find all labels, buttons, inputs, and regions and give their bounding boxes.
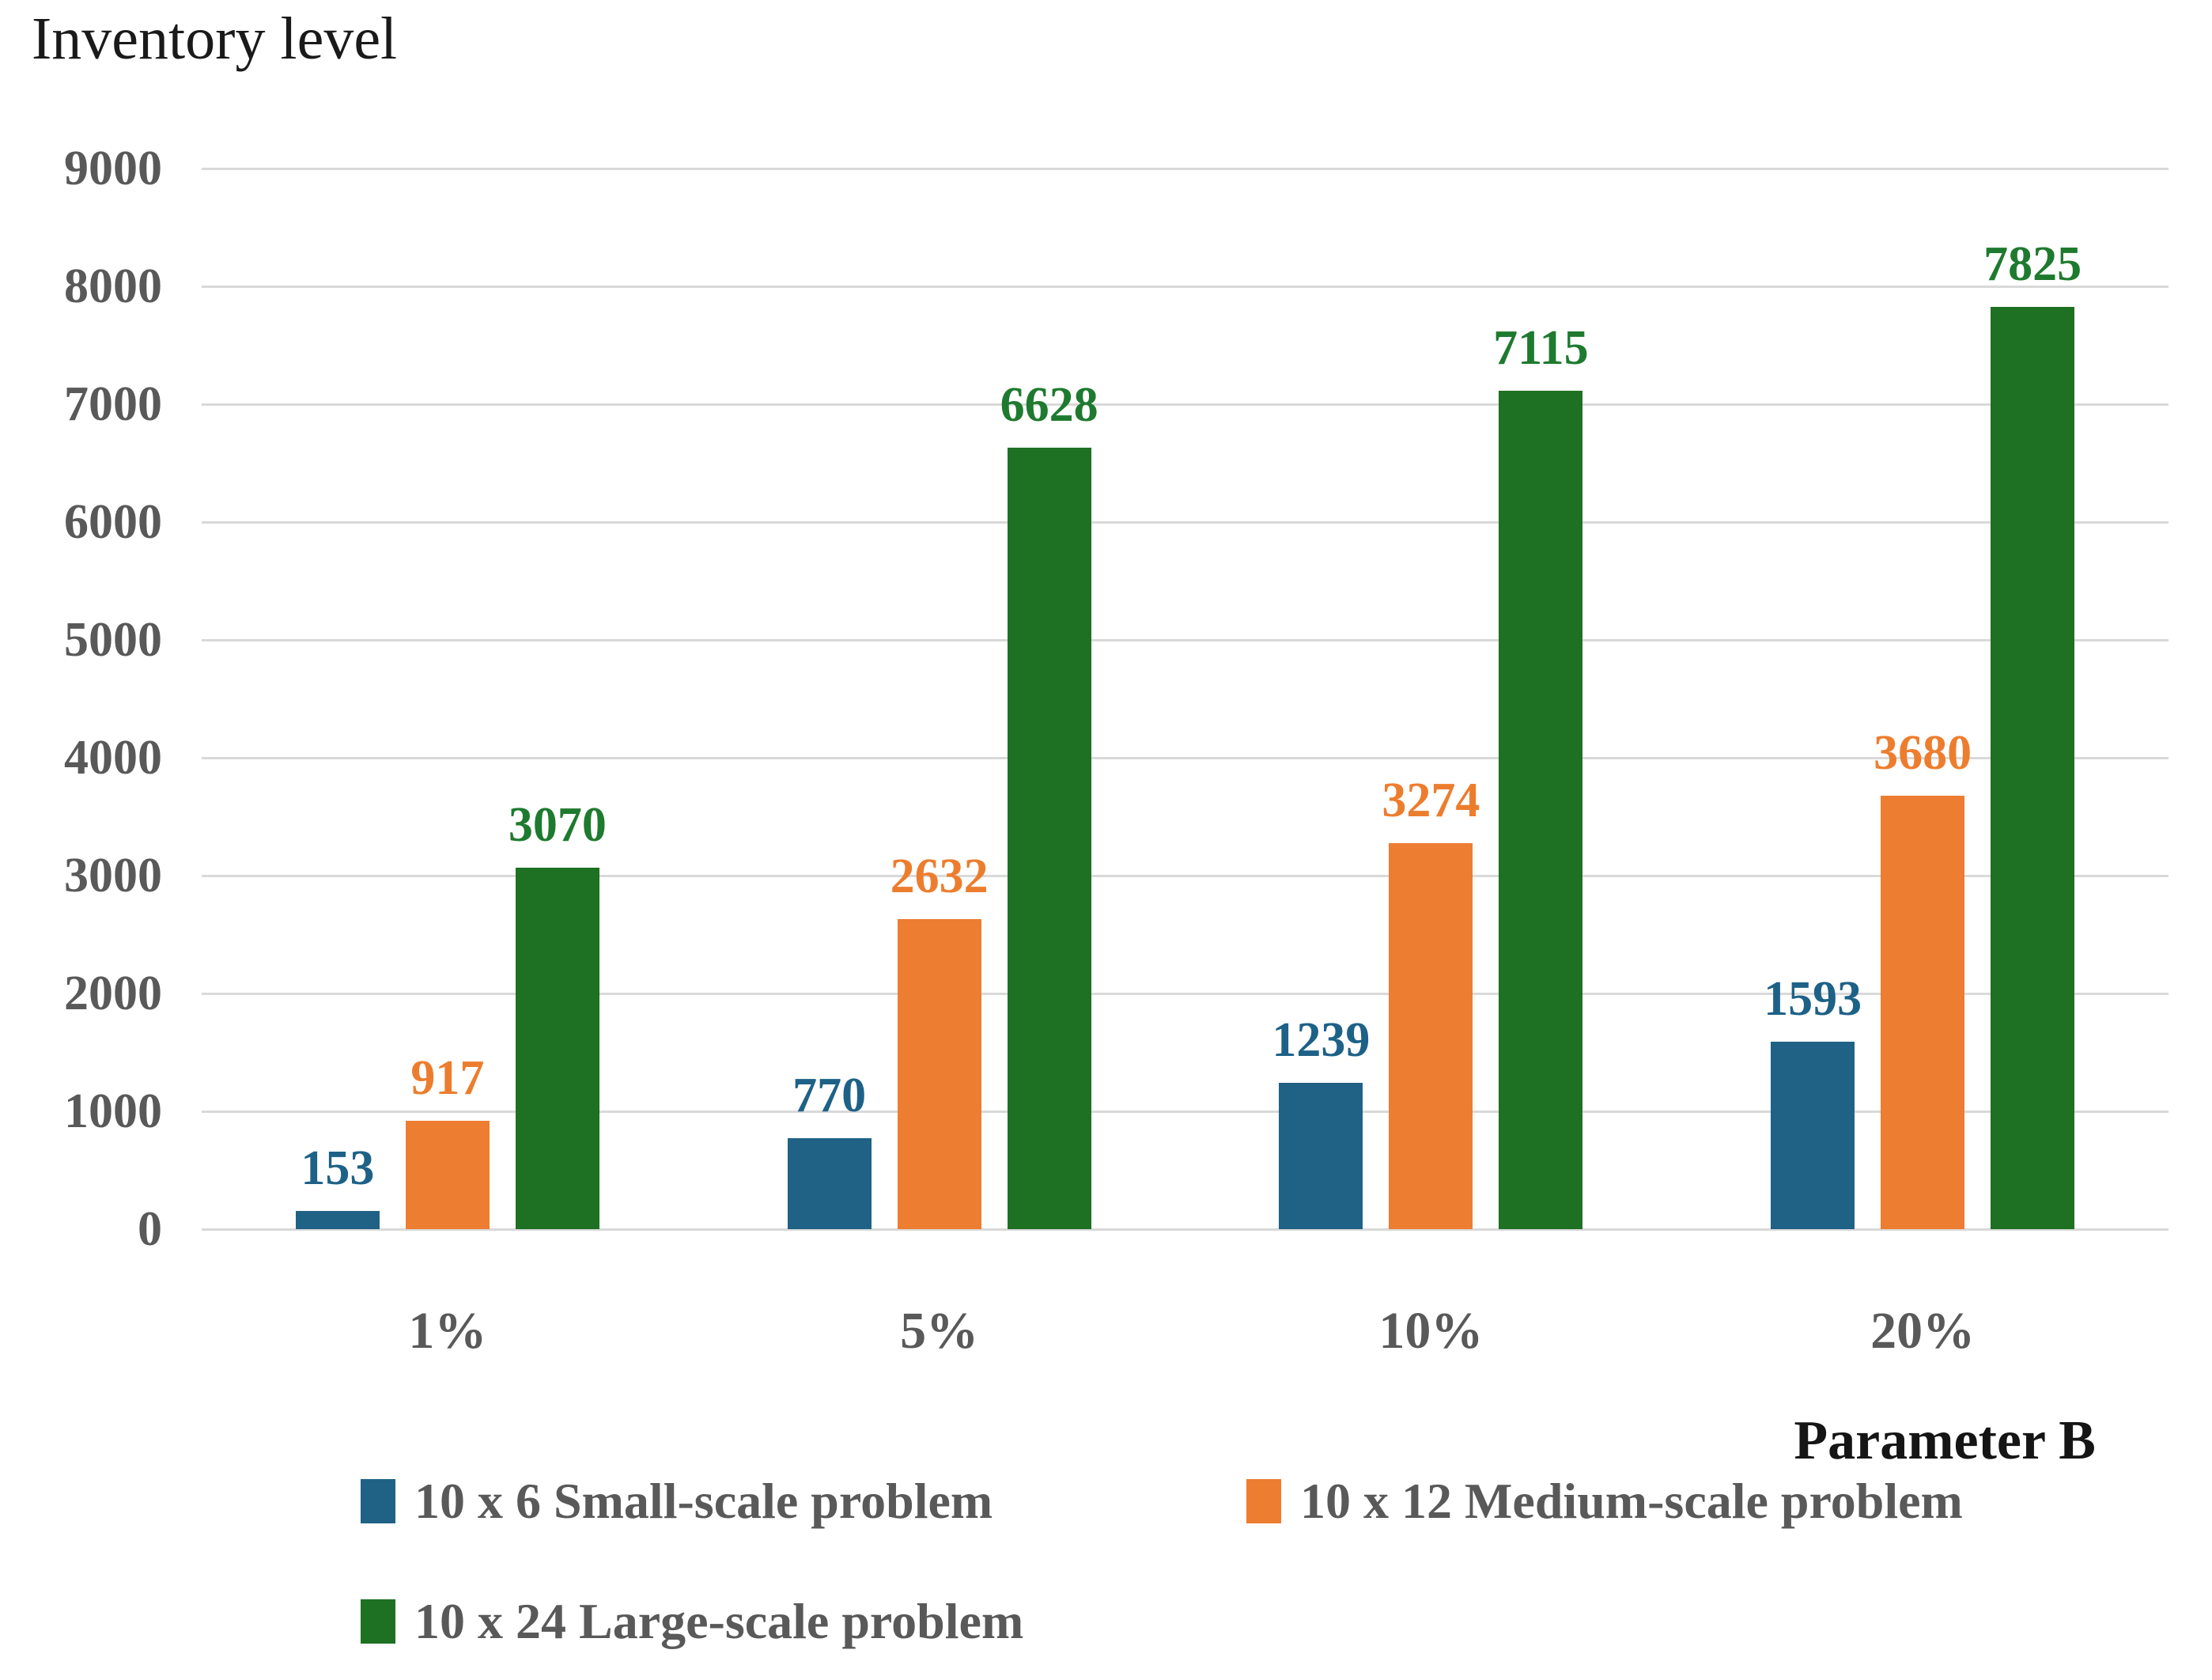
bar xyxy=(1771,1041,1855,1229)
legend-label: 10 x 12 Medium-scale problem xyxy=(1300,1473,1963,1529)
bar xyxy=(1991,307,2075,1229)
x-axis-tick-label: 20% xyxy=(1870,1302,1976,1360)
legend-item-medium-scale: 10 x 12 Medium-scale problem xyxy=(1246,1473,1963,1529)
legend-label: 10 x 6 Small-scale problem xyxy=(414,1473,993,1529)
gridline xyxy=(202,992,2169,995)
bar-value-label: 6628 xyxy=(1000,378,1098,433)
gridline xyxy=(202,1228,2169,1231)
x-axis-tick-label: 1% xyxy=(408,1302,487,1360)
bar xyxy=(295,1211,380,1229)
y-axis-tick-label: 2000 xyxy=(64,967,162,1020)
x-axis-tick-label: 10% xyxy=(1378,1302,1484,1360)
bar xyxy=(1499,390,1583,1229)
legend-item-small-scale: 10 x 6 Small-scale problem xyxy=(361,1473,993,1529)
bar xyxy=(405,1121,490,1229)
x-axis-title: Parameter B xyxy=(1794,1410,2096,1471)
bar xyxy=(787,1138,872,1229)
bar-value-label: 3274 xyxy=(1382,774,1480,828)
gridline xyxy=(202,638,2169,641)
y-axis-tick-label: 8000 xyxy=(64,259,162,313)
y-axis-tick-label: 5000 xyxy=(64,613,162,667)
bar-value-label: 3070 xyxy=(508,797,607,852)
bar-value-label: 770 xyxy=(792,1069,867,1123)
bar-value-label: 7825 xyxy=(1983,237,2082,292)
bar-value-label: 917 xyxy=(410,1051,485,1106)
gridline xyxy=(202,520,2169,524)
bar-value-label: 1239 xyxy=(1272,1013,1371,1068)
y-axis-tick-label: 7000 xyxy=(64,377,162,431)
gridline xyxy=(202,756,2169,759)
y-axis-tick-label: 4000 xyxy=(64,731,162,785)
bar xyxy=(1279,1083,1363,1229)
y-axis-tick-label: 1000 xyxy=(64,1084,162,1138)
legend-swatch-orange xyxy=(1246,1479,1281,1523)
y-axis-tick-label: 3000 xyxy=(64,849,162,902)
gridline xyxy=(202,874,2169,877)
bar xyxy=(1007,448,1091,1229)
y-axis-tick-label: 6000 xyxy=(64,495,162,549)
chart-title: Inventory level xyxy=(32,6,398,72)
bar-value-label: 2632 xyxy=(890,849,989,903)
bar-value-label: 7115 xyxy=(1493,320,1589,375)
legend-label: 10 x 24 Large-scale problem xyxy=(414,1593,1024,1649)
legend-swatch-blue xyxy=(361,1479,395,1523)
bar xyxy=(1389,843,1473,1229)
gridline xyxy=(202,1110,2169,1113)
legend-swatch-green xyxy=(361,1599,395,1644)
gridline xyxy=(202,167,2169,170)
gridline xyxy=(202,285,2169,288)
bar xyxy=(515,867,599,1229)
bar-value-label: 1593 xyxy=(1764,971,1862,1026)
y-axis-tick-label: 0 xyxy=(138,1202,162,1256)
legend-item-large-scale: 10 x 24 Large-scale problem xyxy=(361,1593,1024,1649)
bar-value-label: 153 xyxy=(301,1141,375,1196)
x-axis-tick-label: 5% xyxy=(900,1302,979,1360)
bar-value-label: 3680 xyxy=(1874,725,1972,780)
y-axis-tick-label: 9000 xyxy=(64,142,162,195)
bar xyxy=(1881,795,1965,1229)
gridline xyxy=(202,403,2169,406)
bar xyxy=(897,918,981,1229)
